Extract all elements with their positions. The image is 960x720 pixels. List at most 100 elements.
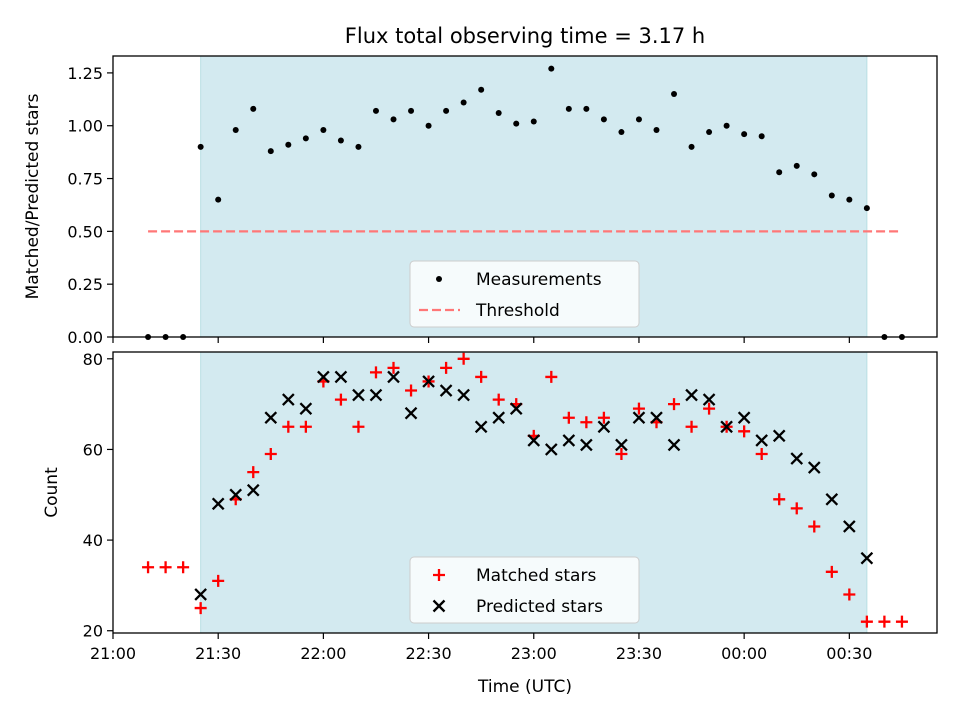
y-tick-label: 0.00 bbox=[67, 328, 103, 347]
data-point bbox=[334, 370, 348, 384]
data-point bbox=[895, 615, 908, 628]
data-point bbox=[615, 438, 628, 452]
data-point bbox=[706, 129, 713, 136]
data-point bbox=[846, 196, 853, 203]
data-point bbox=[387, 370, 400, 384]
data-point bbox=[583, 105, 590, 112]
data-point bbox=[843, 588, 856, 601]
data-point bbox=[317, 370, 330, 384]
y-tick-label: 0.25 bbox=[67, 275, 103, 294]
legend-marker bbox=[436, 276, 442, 282]
data-point bbox=[737, 411, 751, 425]
data-point bbox=[320, 126, 327, 133]
data-point bbox=[755, 447, 768, 460]
data-point bbox=[197, 143, 204, 150]
data-point bbox=[860, 551, 874, 565]
legend-marker bbox=[433, 569, 445, 581]
x-tick-label: 21:00 bbox=[90, 644, 136, 663]
data-point bbox=[513, 120, 520, 127]
x-tick-label: 21:30 bbox=[195, 644, 241, 663]
axes-frame bbox=[112, 351, 938, 634]
data-point bbox=[177, 561, 190, 574]
data-point bbox=[720, 420, 733, 434]
legend-box bbox=[409, 556, 640, 624]
data-point bbox=[544, 443, 558, 456]
x-tick-label: 00:00 bbox=[721, 644, 767, 663]
data-point bbox=[632, 402, 645, 415]
data-point bbox=[530, 118, 537, 125]
data-point bbox=[247, 466, 260, 479]
data-point bbox=[142, 561, 155, 574]
data-point bbox=[460, 99, 467, 106]
series-predicted-stars bbox=[194, 370, 874, 601]
y-tick-label: 0.50 bbox=[67, 222, 103, 241]
data-point bbox=[702, 393, 716, 406]
data-point bbox=[443, 107, 450, 114]
panel-ratio: 0.00 0.25 0.50 0.75 1.00 1.25 Matched/Predicte… bbox=[23, 55, 938, 347]
legend-label: Measurements bbox=[476, 270, 602, 290]
data-point bbox=[509, 402, 523, 415]
y-axis-label: Count bbox=[42, 467, 62, 518]
data-point bbox=[653, 126, 660, 133]
legend-label: Predicted stars bbox=[476, 597, 603, 617]
data-point bbox=[773, 493, 786, 506]
data-point bbox=[387, 361, 400, 374]
y-tick-label: 60 bbox=[83, 440, 103, 459]
data-point bbox=[703, 402, 716, 415]
data-point bbox=[492, 393, 505, 406]
data-point bbox=[352, 420, 365, 433]
data-point bbox=[492, 411, 506, 425]
series-matched-stars bbox=[142, 352, 908, 628]
x-axis-label: Time (UTC) bbox=[477, 677, 572, 697]
x-tick-label: 22:00 bbox=[300, 644, 346, 663]
data-point bbox=[650, 411, 663, 425]
data-point bbox=[440, 361, 453, 374]
data-point bbox=[405, 384, 418, 397]
data-point bbox=[229, 488, 243, 502]
data-point bbox=[843, 520, 856, 533]
data-point bbox=[457, 352, 470, 365]
y-tick-label: 1.00 bbox=[67, 117, 103, 136]
panel-count: 20 40 60 80 21:00 21:30 22:00 22:30 23:00 23:30 00… bbox=[42, 350, 938, 697]
data-point bbox=[495, 110, 502, 117]
data-point bbox=[355, 143, 362, 150]
data-point bbox=[246, 483, 260, 497]
data-point bbox=[352, 388, 365, 402]
data-point bbox=[723, 122, 730, 129]
data-point bbox=[282, 420, 295, 433]
data-point bbox=[478, 86, 485, 93]
data-point bbox=[685, 420, 698, 433]
data-point bbox=[793, 162, 800, 169]
data-point bbox=[232, 126, 239, 133]
data-point bbox=[194, 602, 207, 615]
data-point bbox=[863, 205, 870, 212]
y-tick-label: 1.25 bbox=[67, 64, 103, 83]
y-axis-label: Matched/Predicted stars bbox=[23, 93, 43, 299]
data-point bbox=[369, 388, 383, 402]
data-point bbox=[299, 420, 312, 433]
y-tick-label: 80 bbox=[83, 350, 103, 369]
legend-label: Matched stars bbox=[476, 566, 596, 586]
data-point bbox=[772, 429, 786, 443]
data-point bbox=[212, 574, 225, 587]
y-tick-label: 0.75 bbox=[67, 170, 103, 189]
data-point bbox=[475, 370, 488, 383]
data-point bbox=[548, 65, 555, 72]
data-point bbox=[860, 615, 873, 628]
data-point bbox=[264, 447, 277, 460]
x-tick-label: 23:00 bbox=[511, 644, 557, 663]
data-point bbox=[267, 148, 274, 155]
data-point bbox=[565, 105, 572, 112]
legend-label: Threshold bbox=[475, 301, 560, 321]
data-point bbox=[825, 492, 839, 506]
data-point bbox=[580, 438, 593, 452]
data-point bbox=[615, 447, 628, 460]
data-point bbox=[825, 565, 838, 578]
data-point bbox=[597, 411, 610, 424]
data-point bbox=[527, 434, 541, 447]
data-point bbox=[408, 107, 415, 114]
data-point bbox=[194, 588, 207, 601]
data-point bbox=[738, 425, 751, 438]
data-point bbox=[422, 375, 435, 388]
